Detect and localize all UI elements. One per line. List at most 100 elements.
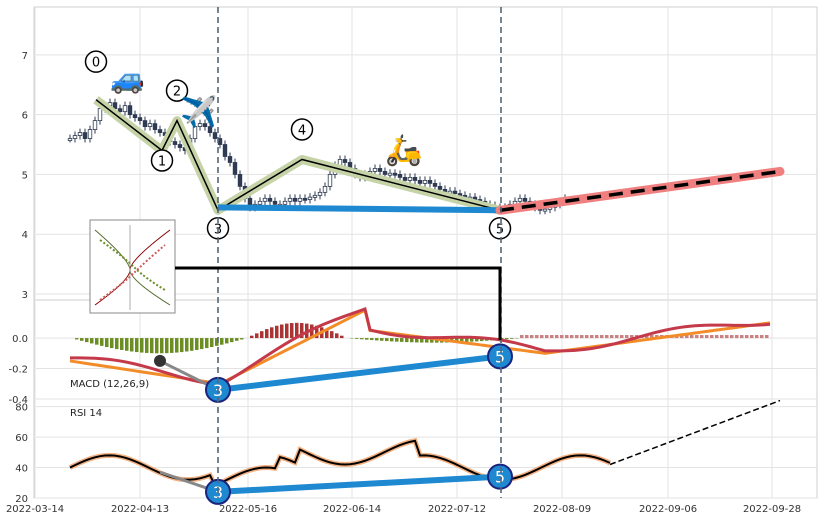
x-tick-label: 2022-05-16 — [219, 504, 277, 515]
macd-histogram-bar — [155, 338, 159, 354]
macd-histogram-bar — [125, 338, 129, 351]
macd-histogram-bar — [530, 335, 534, 339]
candle-body — [272, 200, 278, 205]
candle-body — [212, 132, 218, 139]
macd-histogram-bar — [130, 338, 134, 352]
y-tick-label: 5 — [22, 170, 28, 181]
candle-body — [72, 135, 78, 139]
macd-histogram-bar — [150, 338, 154, 354]
wave-lines — [93, 96, 502, 215]
macd-histogram-bar — [655, 335, 659, 339]
macd-histogram-bar — [735, 335, 739, 339]
candle-body — [452, 190, 458, 194]
thumbnail-connector — [175, 266, 502, 340]
support-line — [217, 204, 501, 214]
candle-body — [67, 138, 73, 141]
svg-text:1: 1 — [158, 155, 166, 170]
y-tick-label: 7 — [22, 51, 28, 62]
candle-body — [387, 172, 393, 176]
macd-histogram-bar — [510, 338, 514, 339]
macd-panel — [33, 299, 818, 400]
macd-histogram-bar — [580, 335, 584, 339]
macd-histogram-bar — [160, 338, 164, 354]
x-tick-label: 2022-06-14 — [323, 504, 381, 515]
candle-body — [237, 174, 243, 187]
candle-body — [227, 156, 233, 163]
macd-histogram-bar — [265, 329, 269, 339]
candle-body — [202, 123, 208, 127]
candle-body — [427, 180, 433, 184]
macd-histogram-bar — [270, 327, 274, 339]
macd-histogram-bar — [340, 335, 344, 339]
wave-label-1: 1 — [150, 149, 174, 172]
x-tick-label: 2022-03-14 — [6, 504, 64, 515]
macd-histogram-bar — [550, 335, 554, 339]
candle-body — [192, 126, 198, 139]
macd-histogram-bar — [175, 338, 179, 353]
gridlines — [34, 7, 817, 499]
wave-label-5: 5 — [488, 217, 512, 240]
macd-histogram-bar — [520, 335, 524, 339]
candle-body — [257, 200, 263, 205]
x-tick-label: 2022-09-28 — [743, 504, 801, 515]
macd-histogram-bar — [595, 335, 599, 339]
y-tick-label: -0.2 — [8, 365, 28, 376]
macd-histogram-bar — [95, 338, 99, 345]
macd-histogram-bar — [330, 331, 334, 339]
macd-histogram-bar — [755, 335, 759, 339]
candle-body — [177, 144, 183, 148]
macd-histogram-bar — [745, 335, 749, 339]
svg-text:5: 5 — [495, 347, 505, 366]
candle-body — [297, 197, 303, 202]
macd-histogram-bar — [115, 338, 119, 350]
candle-body — [232, 162, 238, 175]
y-tick-label: 0.0 — [12, 334, 28, 345]
candle-body — [392, 172, 398, 176]
macd-histogram-bar — [135, 338, 139, 353]
rsi-label: RSI 14 — [70, 408, 102, 419]
candle-body — [412, 177, 418, 181]
macd-histogram-bar — [700, 335, 704, 339]
macd-histogram-bar — [390, 338, 394, 342]
y-tick-label: 80 — [15, 403, 28, 414]
svg-text:2: 2 — [173, 85, 181, 100]
macd-histogram-bar — [470, 338, 474, 342]
macd-histogram-bar — [625, 335, 629, 339]
candle-body — [132, 114, 138, 119]
macd-histogram-bar — [200, 338, 204, 350]
candle-body — [342, 159, 348, 163]
macd-histogram-bar — [430, 338, 434, 343]
macd-histogram-bar — [555, 335, 559, 339]
svg-text:0: 0 — [92, 56, 100, 71]
macd-marker-5: 5 — [487, 343, 513, 370]
macd-histogram-bar — [190, 338, 194, 351]
candle-body — [77, 132, 83, 136]
macd-histogram-bar — [355, 338, 359, 339]
macd-histogram-bar — [295, 322, 299, 339]
macd-label: MACD (12,26,9) — [70, 379, 149, 390]
candle-body — [372, 168, 378, 172]
macd-histogram-bar — [590, 335, 594, 339]
macd-histogram-bar — [750, 335, 754, 339]
x-tick-label: 2022-08-09 — [533, 504, 591, 515]
macd-histogram-bar — [570, 335, 574, 339]
candle-body — [407, 177, 413, 181]
macd-histogram-bar — [615, 335, 619, 339]
x-tick-labels: 2022-03-14 2022-04-13 2022-05-16 2022-06-14… — [6, 504, 801, 515]
candle-body — [262, 197, 268, 202]
candle-body — [327, 174, 333, 187]
wave-line — [95, 99, 501, 212]
macd-histogram-bar — [180, 338, 184, 353]
macd-histogram-bar — [100, 338, 104, 346]
macd-histogram-bar — [400, 338, 404, 342]
candle-body — [292, 197, 298, 202]
candle-body — [137, 117, 143, 122]
macd-histogram-bar — [145, 338, 149, 353]
candle-body — [207, 126, 213, 133]
macd-histogram-bar — [620, 335, 624, 339]
macd-histogram-bar — [90, 338, 94, 344]
macd-histogram-bar — [630, 335, 634, 339]
macd-histogram-bar — [110, 338, 114, 349]
macd-histogram-bar — [280, 324, 284, 339]
macd-histogram-bar — [285, 323, 289, 339]
